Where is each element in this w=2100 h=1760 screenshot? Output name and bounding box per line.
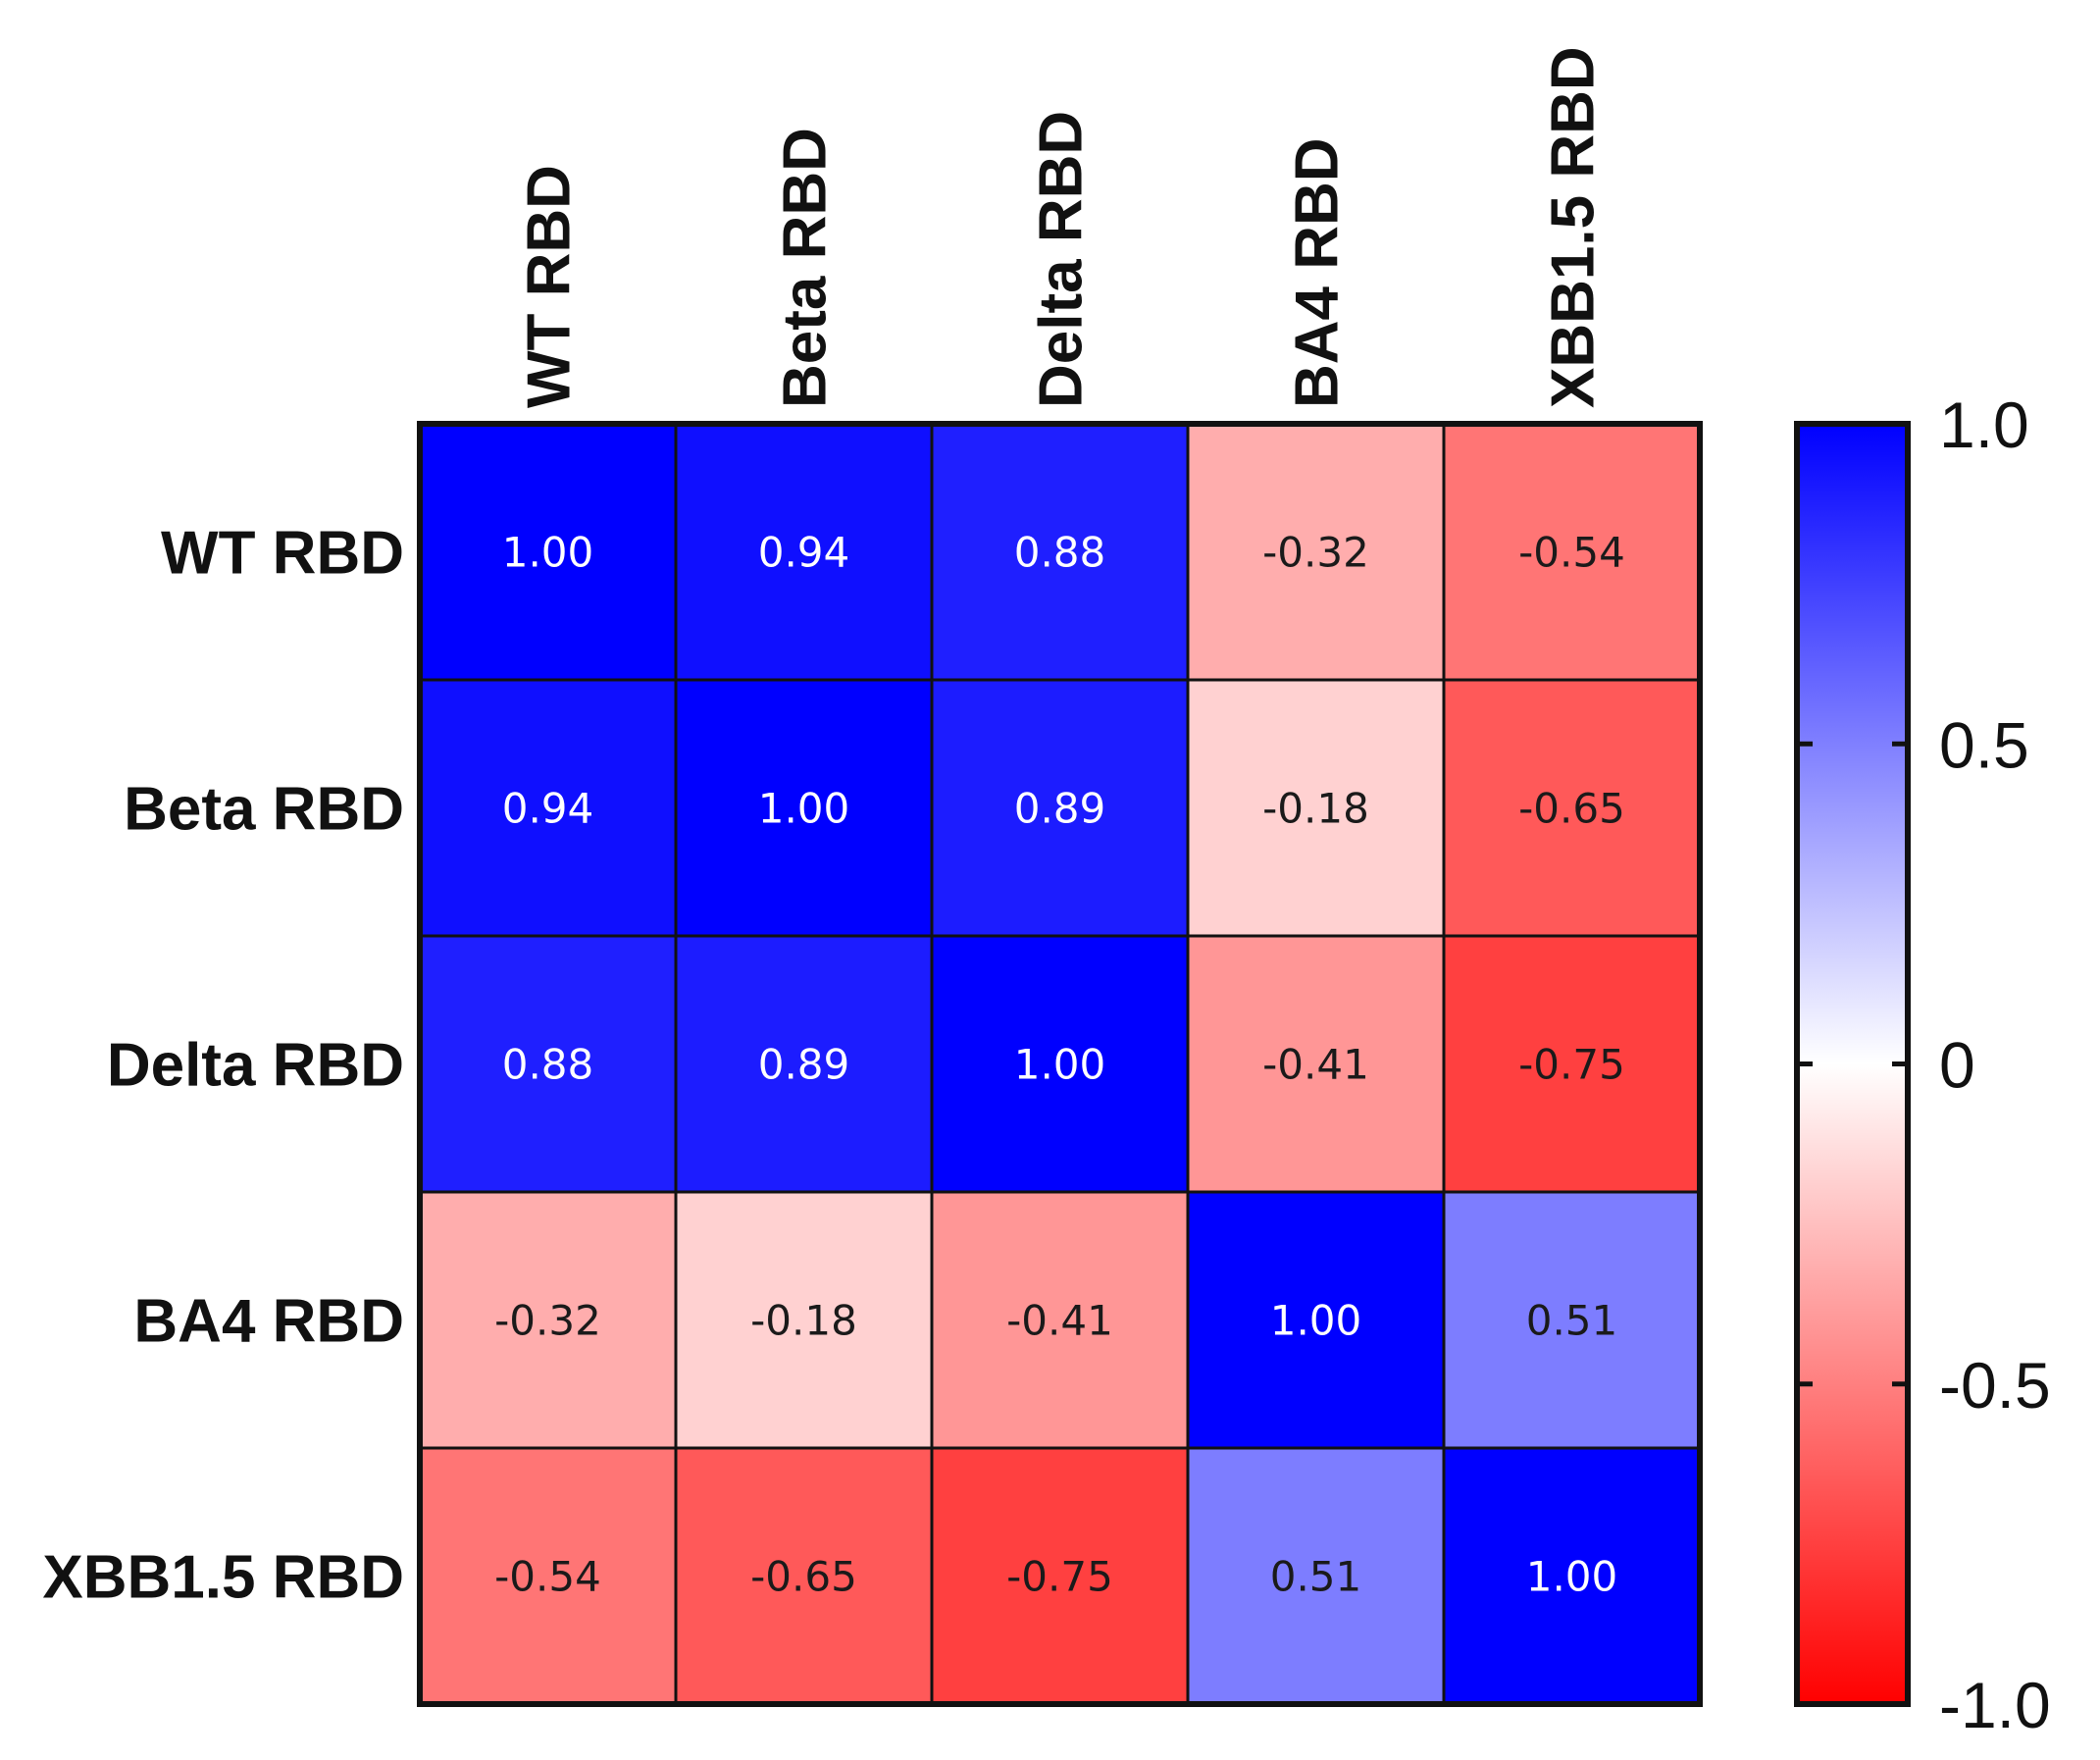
heatmap-cell <box>418 1446 678 1706</box>
heatmap-cell <box>930 934 1190 1194</box>
column-label: Beta RBD <box>772 128 840 408</box>
cell-value-label: 1.00 <box>1014 1041 1106 1089</box>
heatmap-border <box>417 421 1703 1707</box>
row-label: WT RBD <box>161 520 404 588</box>
colorbar-tick-label: -0.5 <box>1939 1349 2051 1422</box>
heatmap-cell <box>1186 422 1446 682</box>
heatmap-cell <box>674 934 934 1194</box>
column-label: Delta RBD <box>1028 111 1096 408</box>
heatmap-cell <box>930 1446 1190 1706</box>
cell-value-label: 0.89 <box>758 1041 850 1089</box>
cell-value-label: -0.41 <box>1262 1041 1369 1089</box>
column-label: BA4 RBD <box>1284 137 1352 408</box>
heatmap-cell <box>674 1446 934 1706</box>
heatmap-cell <box>1186 1190 1446 1450</box>
cell-value-label: -0.18 <box>750 1297 857 1345</box>
heatmap-cell <box>1186 934 1446 1194</box>
heatmap-cell <box>674 1190 934 1450</box>
cell-value-label: 0.88 <box>502 1041 594 1089</box>
cell-value-label: -0.65 <box>750 1553 857 1601</box>
colorbar-tick-label: 0 <box>1939 1029 1975 1102</box>
cell-value-label: -0.75 <box>1518 1041 1625 1089</box>
row-label: Beta RBD <box>124 776 404 844</box>
cell-value-label: -0.54 <box>494 1553 601 1601</box>
cell-value-label: 0.88 <box>1014 529 1106 577</box>
cell-value-label: 1.00 <box>1526 1553 1618 1601</box>
heatmap-cell <box>418 678 678 938</box>
colorbar-tick-label: 0.5 <box>1939 708 2029 781</box>
colorbar-gradient <box>1794 421 1911 1707</box>
row-label: XBB1.5 RBD <box>42 1544 404 1612</box>
cell-value-label: -0.41 <box>1006 1297 1113 1345</box>
heatmap-cell <box>674 422 934 682</box>
heatmap-cell <box>1442 422 1702 682</box>
row-labels: WT RBD Beta RBD Delta RBD BA4 RBD XBB1.5 RBD <box>42 520 404 1612</box>
column-label: XBB1.5 RBD <box>1540 46 1608 408</box>
cell-value-label: 1.00 <box>1270 1297 1362 1345</box>
cell-value-label: -0.32 <box>494 1297 601 1345</box>
heatmap-cell <box>1442 1446 1702 1706</box>
row-label: BA4 RBD <box>133 1288 404 1356</box>
cell-value-label: 0.89 <box>1014 785 1106 833</box>
cell-value-label: -0.54 <box>1518 529 1625 577</box>
row-label: Delta RBD <box>107 1032 404 1100</box>
colorbar-tick-label: 1.0 <box>1939 388 2029 461</box>
cell-value-label: -0.75 <box>1006 1553 1113 1601</box>
cell-value-label: -0.32 <box>1262 529 1369 577</box>
heatmap-cell <box>1442 934 1702 1194</box>
column-labels: WT RBD Beta RBD Delta RBD BA4 RBD XBB1.5 RBD <box>516 46 1608 408</box>
heatmap-cell <box>418 422 678 682</box>
heatmap-cell <box>1442 1190 1702 1450</box>
cell-value-label: 0.51 <box>1526 1297 1618 1345</box>
cell-value-label: 0.94 <box>502 785 594 833</box>
heatmap-cells: 1.00 0.94 0.88 -0.32 -0.54 0.94 1.00 0.89 -0.18 -… <box>417 421 1703 1707</box>
heatmap-cell <box>1442 678 1702 938</box>
colorbar: 1.0 0.5 0 -0.5 -1.0 <box>1794 388 2051 1741</box>
heatmap-cell <box>930 1190 1190 1450</box>
cell-value-label: -0.18 <box>1262 785 1369 833</box>
heatmap-cell <box>930 678 1190 938</box>
cell-value-label: -0.65 <box>1518 785 1625 833</box>
cell-value-label: 1.00 <box>502 529 594 577</box>
cell-value-label: 0.51 <box>1270 1553 1362 1601</box>
cell-value-label: 0.94 <box>758 529 850 577</box>
cell-value-label: 1.00 <box>758 785 850 833</box>
colorbar-tick-label: -1.0 <box>1939 1669 2051 1741</box>
column-label: WT RBD <box>516 165 584 408</box>
